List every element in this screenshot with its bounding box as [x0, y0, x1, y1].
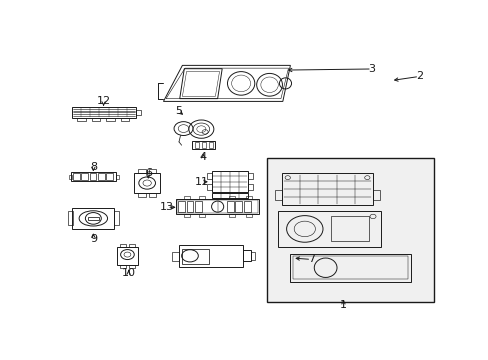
Bar: [282, 174, 372, 205]
Bar: [148, 169, 156, 173]
Text: 13: 13: [160, 202, 174, 212]
Bar: [128, 244, 134, 247]
Bar: [89, 174, 96, 180]
Bar: [244, 201, 250, 212]
Text: 12: 12: [96, 96, 110, 107]
Bar: [72, 107, 136, 118]
Bar: [183, 214, 189, 217]
Text: 11: 11: [194, 177, 208, 187]
Bar: [251, 252, 255, 260]
Text: 2: 2: [415, 72, 422, 81]
Bar: [207, 184, 212, 190]
Bar: [235, 201, 242, 212]
Bar: [191, 141, 214, 149]
Bar: [228, 196, 235, 199]
Bar: [182, 249, 208, 264]
Bar: [195, 143, 199, 148]
Bar: [69, 175, 72, 179]
Bar: [331, 216, 368, 242]
Bar: [120, 265, 126, 268]
Bar: [195, 201, 202, 212]
Bar: [178, 245, 243, 267]
Bar: [198, 196, 204, 199]
Bar: [106, 118, 114, 121]
Text: 10: 10: [122, 268, 135, 278]
Bar: [136, 110, 141, 115]
Bar: [117, 247, 138, 265]
Bar: [243, 250, 251, 261]
Bar: [116, 175, 119, 179]
Text: 9: 9: [90, 234, 97, 244]
Bar: [226, 201, 233, 212]
Bar: [207, 174, 212, 179]
Bar: [245, 214, 252, 217]
Bar: [247, 184, 252, 190]
Text: 3: 3: [367, 64, 375, 74]
Bar: [275, 190, 282, 200]
Bar: [245, 196, 252, 199]
Bar: [178, 201, 184, 212]
Bar: [202, 143, 206, 148]
Bar: [106, 174, 113, 180]
Bar: [176, 199, 259, 214]
Bar: [77, 118, 85, 121]
Bar: [372, 190, 380, 200]
Bar: [247, 174, 252, 179]
Bar: [128, 265, 134, 268]
Bar: [120, 244, 126, 247]
Bar: [278, 211, 380, 247]
Text: 7: 7: [307, 255, 314, 264]
Bar: [292, 256, 407, 279]
Bar: [114, 211, 119, 225]
Bar: [138, 193, 145, 197]
Bar: [71, 172, 116, 181]
Bar: [266, 158, 433, 302]
Text: 6: 6: [144, 168, 151, 179]
Bar: [208, 143, 213, 148]
Text: 4: 4: [199, 152, 206, 162]
Bar: [148, 193, 156, 197]
Bar: [198, 214, 204, 217]
Bar: [183, 196, 189, 199]
Bar: [211, 171, 247, 192]
Bar: [72, 208, 114, 229]
Bar: [73, 174, 80, 180]
Bar: [289, 254, 410, 282]
Bar: [134, 173, 160, 193]
Text: 5: 5: [175, 106, 182, 116]
Bar: [171, 252, 179, 261]
Bar: [211, 193, 247, 198]
Bar: [81, 174, 88, 180]
Bar: [121, 118, 129, 121]
Bar: [67, 211, 73, 225]
Bar: [228, 214, 235, 217]
Bar: [186, 201, 193, 212]
Text: 1: 1: [339, 300, 346, 310]
Bar: [138, 169, 145, 173]
Bar: [92, 118, 100, 121]
Bar: [98, 174, 104, 180]
Text: 8: 8: [90, 162, 97, 172]
Bar: [87, 217, 99, 220]
Bar: [177, 200, 258, 213]
